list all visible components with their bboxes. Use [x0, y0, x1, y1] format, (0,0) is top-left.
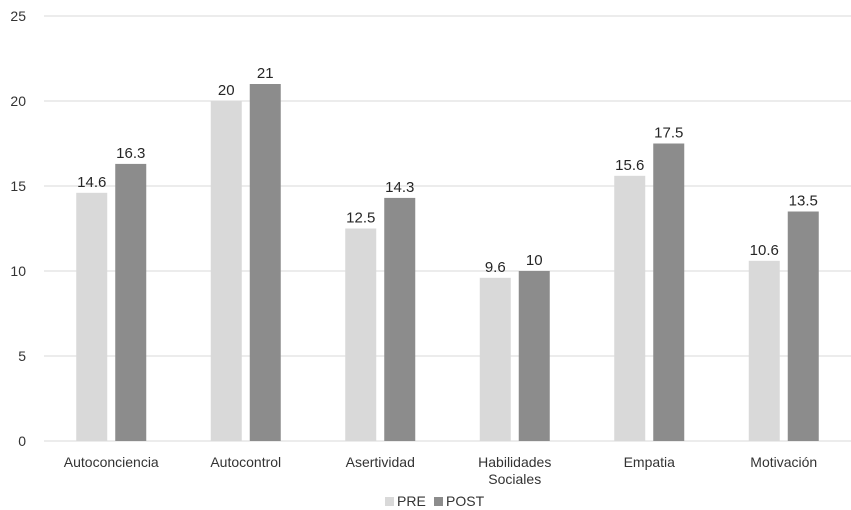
- y-tick-label: 15: [10, 178, 26, 194]
- y-tick-label: 0: [18, 433, 26, 449]
- data-labels: 14.6 16.3 20 21 12.5 14.3 9.6 10 15.6 17.5 10.6 13.…: [77, 65, 818, 276]
- y-tick-label: 5: [18, 348, 26, 364]
- bar-post-3: [518, 271, 550, 441]
- bar-pre-5: [748, 260, 780, 441]
- bar-post-2: [384, 197, 416, 441]
- data-label: 9.6: [485, 259, 506, 276]
- y-axis-ticks: 0 5 10 15 20 25: [10, 8, 26, 449]
- data-label: 10: [526, 252, 543, 269]
- legend-label-pre: PRE: [397, 493, 426, 509]
- data-label: 14.3: [385, 179, 414, 196]
- data-label: 15.6: [615, 157, 644, 174]
- y-tick-label: 20: [10, 93, 26, 109]
- bar-post-4: [653, 143, 685, 441]
- bar-pre-2: [345, 228, 377, 441]
- data-label: 17.5: [654, 125, 683, 142]
- bar-pre-4: [614, 175, 646, 442]
- category-label: Habilidades: [478, 454, 551, 470]
- data-label: 13.5: [789, 193, 818, 210]
- bar-post-5: [787, 211, 819, 441]
- bars: [76, 84, 819, 442]
- bar-post-0: [115, 163, 147, 441]
- x-axis-categories: Autoconciencia Autocontrol Asertividad Habi…: [64, 454, 817, 487]
- legend: PRE POST: [385, 493, 485, 509]
- category-label: Sociales: [488, 471, 541, 487]
- y-tick-label: 25: [10, 8, 26, 24]
- category-label: Asertividad: [346, 454, 415, 470]
- bar-pre-1: [210, 101, 242, 441]
- legend-swatch-pre: [385, 497, 394, 506]
- category-label: Empatia: [624, 454, 676, 470]
- gridlines: [44, 15, 851, 442]
- data-label: 16.3: [116, 145, 145, 162]
- y-tick-label: 10: [10, 263, 26, 279]
- legend-swatch-post: [434, 497, 443, 506]
- bar-post-1: [249, 84, 281, 441]
- data-label: 10.6: [750, 242, 779, 259]
- data-label: 14.6: [77, 174, 106, 191]
- data-label: 21: [257, 65, 274, 82]
- category-label: Motivación: [750, 454, 817, 470]
- legend-label-post: POST: [446, 493, 485, 509]
- category-label: Autocontrol: [210, 454, 281, 470]
- data-label: 20: [218, 82, 235, 99]
- bar-pre-0: [76, 192, 108, 441]
- category-label: Autoconciencia: [64, 454, 159, 470]
- data-label: 12.5: [346, 210, 375, 227]
- bar-pre-3: [479, 277, 511, 441]
